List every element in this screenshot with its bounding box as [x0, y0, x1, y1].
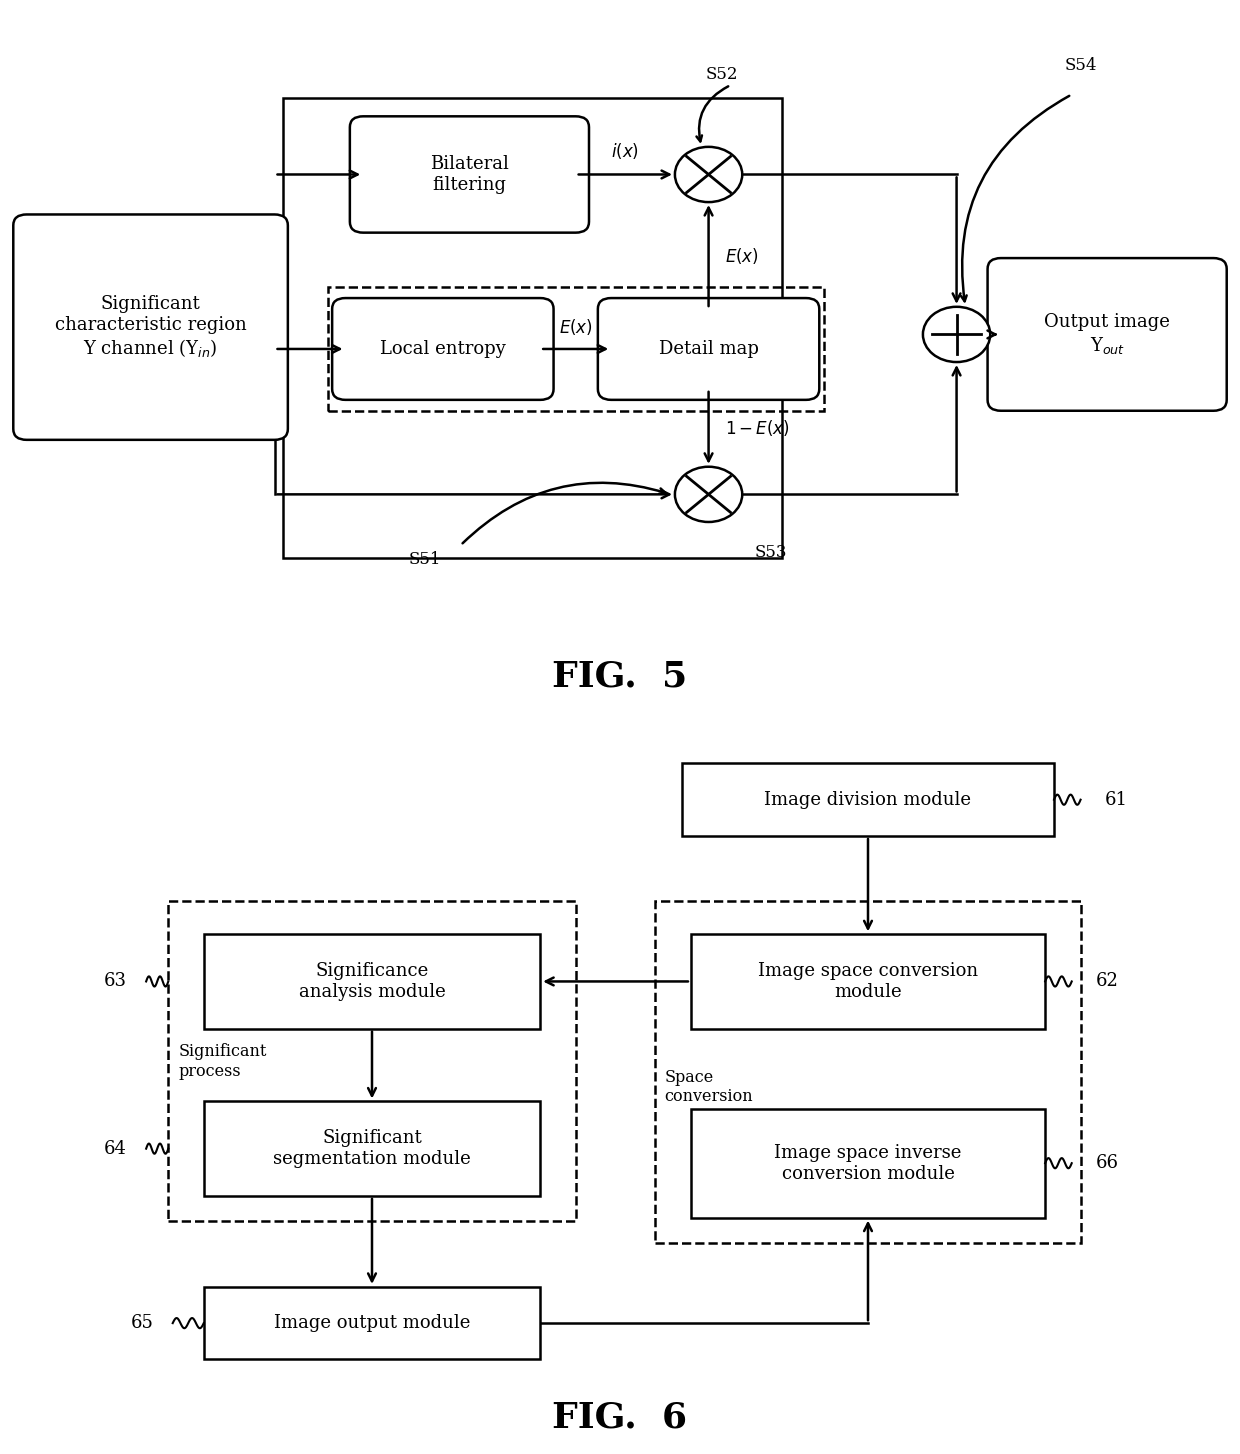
Bar — [203, 1287, 541, 1359]
Bar — [284, 99, 782, 558]
Text: $1-E(x)$: $1-E(x)$ — [724, 417, 790, 438]
Text: $i(x)$: $i(x)$ — [611, 141, 640, 161]
Text: FIG.  6: FIG. 6 — [553, 1400, 687, 1435]
Text: Image output module: Image output module — [274, 1314, 470, 1332]
FancyBboxPatch shape — [14, 215, 288, 439]
FancyBboxPatch shape — [598, 298, 820, 400]
Text: 62: 62 — [1096, 973, 1118, 990]
Text: S52: S52 — [706, 65, 738, 83]
Text: 65: 65 — [130, 1314, 154, 1332]
Text: FIG.  5: FIG. 5 — [552, 659, 688, 694]
Text: Local entropy: Local entropy — [379, 340, 506, 358]
FancyBboxPatch shape — [350, 116, 589, 233]
Bar — [656, 901, 1080, 1243]
Circle shape — [675, 147, 743, 202]
Circle shape — [923, 307, 991, 362]
Text: Space
conversion: Space conversion — [665, 1069, 753, 1105]
Text: 64: 64 — [104, 1140, 126, 1157]
Text: Image space inverse
conversion module: Image space inverse conversion module — [774, 1144, 962, 1182]
Text: Image division module: Image division module — [765, 791, 971, 808]
Text: S54: S54 — [1064, 57, 1097, 74]
Text: Significance
analysis module: Significance analysis module — [299, 963, 445, 1000]
Text: 66: 66 — [1096, 1154, 1118, 1172]
Text: Significant
characteristic region
Y channel (Y$_{in}$): Significant characteristic region Y chan… — [55, 295, 247, 359]
Text: 61: 61 — [1105, 791, 1127, 808]
FancyBboxPatch shape — [987, 259, 1226, 411]
Text: Significant
process: Significant process — [179, 1043, 268, 1080]
Bar — [203, 933, 541, 1029]
Bar — [691, 1108, 1045, 1218]
Circle shape — [675, 467, 743, 522]
Bar — [682, 763, 1054, 836]
Text: $E(x)$: $E(x)$ — [724, 246, 759, 266]
Text: S51: S51 — [409, 551, 441, 569]
Bar — [327, 288, 823, 410]
Text: Significant
segmentation module: Significant segmentation module — [273, 1130, 471, 1168]
FancyBboxPatch shape — [332, 298, 553, 400]
Bar — [169, 901, 575, 1221]
Text: Detail map: Detail map — [658, 340, 759, 358]
Text: Output image
Y$_{out}$: Output image Y$_{out}$ — [1044, 313, 1171, 356]
Text: Bilateral
filtering: Bilateral filtering — [430, 156, 508, 193]
Bar — [203, 1102, 541, 1195]
Text: 63: 63 — [104, 973, 126, 990]
Bar — [691, 933, 1045, 1029]
Text: Image space conversion
module: Image space conversion module — [758, 963, 978, 1000]
Text: S53: S53 — [754, 544, 787, 561]
Text: $E(x)$: $E(x)$ — [559, 317, 593, 337]
